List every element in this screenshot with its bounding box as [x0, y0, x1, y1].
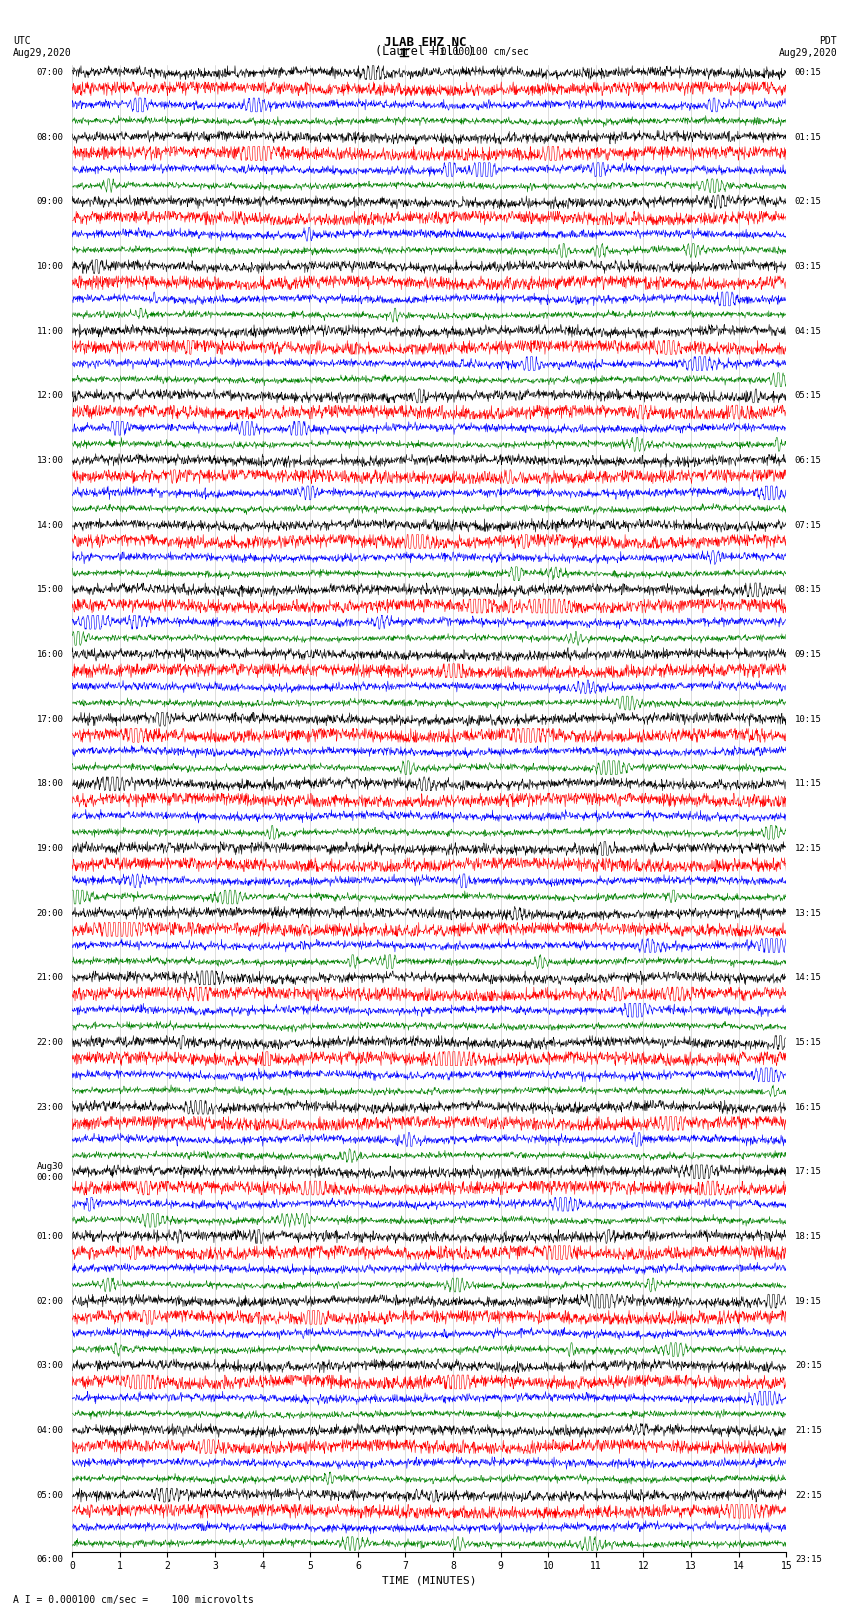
Text: 20:00: 20:00 [37, 908, 64, 918]
Text: 10:00: 10:00 [37, 261, 64, 271]
Text: 05:15: 05:15 [795, 392, 822, 400]
Text: 03:00: 03:00 [37, 1361, 64, 1371]
Text: Aug30
00:00: Aug30 00:00 [37, 1161, 64, 1182]
Text: A I = 0.000100 cm/sec =    100 microvolts: A I = 0.000100 cm/sec = 100 microvolts [13, 1595, 253, 1605]
Text: 17:00: 17:00 [37, 715, 64, 724]
Text: 11:15: 11:15 [795, 779, 822, 789]
Text: 18:00: 18:00 [37, 779, 64, 789]
Text: 06:15: 06:15 [795, 456, 822, 465]
Text: 21:00: 21:00 [37, 973, 64, 982]
Text: 14:15: 14:15 [795, 973, 822, 982]
Text: 00:15: 00:15 [795, 68, 822, 77]
Text: 02:00: 02:00 [37, 1297, 64, 1305]
Text: 15:00: 15:00 [37, 586, 64, 594]
Text: 01:00: 01:00 [37, 1232, 64, 1240]
Text: 03:15: 03:15 [795, 261, 822, 271]
Text: 19:00: 19:00 [37, 844, 64, 853]
Text: 14:00: 14:00 [37, 521, 64, 529]
Text: (Laurel Hill ): (Laurel Hill ) [375, 45, 475, 58]
Text: 15:15: 15:15 [795, 1039, 822, 1047]
Text: 12:15: 12:15 [795, 844, 822, 853]
Text: 22:00: 22:00 [37, 1039, 64, 1047]
Text: 20:15: 20:15 [795, 1361, 822, 1371]
Text: 23:00: 23:00 [37, 1103, 64, 1111]
Text: 19:15: 19:15 [795, 1297, 822, 1305]
Text: PDT
Aug29,2020: PDT Aug29,2020 [779, 37, 837, 58]
X-axis label: TIME (MINUTES): TIME (MINUTES) [382, 1576, 477, 1586]
Text: UTC
Aug29,2020: UTC Aug29,2020 [13, 37, 71, 58]
Text: 16:15: 16:15 [795, 1103, 822, 1111]
Text: 10:15: 10:15 [795, 715, 822, 724]
Text: 02:15: 02:15 [795, 197, 822, 206]
Text: 22:15: 22:15 [795, 1490, 822, 1500]
Text: 09:15: 09:15 [795, 650, 822, 660]
Text: 09:00: 09:00 [37, 197, 64, 206]
Text: 17:15: 17:15 [795, 1168, 822, 1176]
Text: 04:15: 04:15 [795, 327, 822, 336]
Text: 04:00: 04:00 [37, 1426, 64, 1436]
Text: 08:00: 08:00 [37, 132, 64, 142]
Text: JLAB EHZ NC: JLAB EHZ NC [383, 37, 467, 50]
Text: 16:00: 16:00 [37, 650, 64, 660]
Text: 11:00: 11:00 [37, 327, 64, 336]
Text: 21:15: 21:15 [795, 1426, 822, 1436]
Text: 07:00: 07:00 [37, 68, 64, 77]
Text: 18:15: 18:15 [795, 1232, 822, 1240]
Text: 23:15: 23:15 [795, 1555, 822, 1565]
Text: 06:00: 06:00 [37, 1555, 64, 1565]
Text: 12:00: 12:00 [37, 392, 64, 400]
Text: 07:15: 07:15 [795, 521, 822, 529]
Text: 13:15: 13:15 [795, 908, 822, 918]
Text: 05:00: 05:00 [37, 1490, 64, 1500]
Text: = 0.000100 cm/sec: = 0.000100 cm/sec [429, 47, 529, 58]
Text: 13:00: 13:00 [37, 456, 64, 465]
Text: 08:15: 08:15 [795, 586, 822, 594]
Text: 01:15: 01:15 [795, 132, 822, 142]
